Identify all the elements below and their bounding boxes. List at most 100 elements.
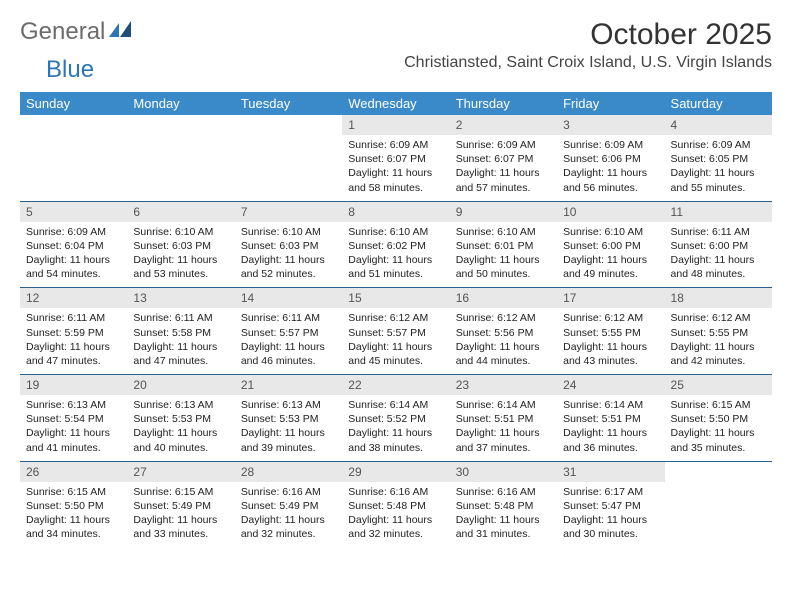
weekday-header: Wednesday: [342, 92, 449, 115]
calendar-cell: 19Sunrise: 6:13 AMSunset: 5:54 PMDayligh…: [20, 375, 127, 462]
calendar-table: Sunday Monday Tuesday Wednesday Thursday…: [20, 92, 772, 547]
sunset-text: Sunset: 6:00 PM: [563, 239, 658, 253]
daylight-text-2: and 54 minutes.: [26, 267, 121, 281]
calendar-cell: 21Sunrise: 6:13 AMSunset: 5:53 PMDayligh…: [235, 375, 342, 462]
daylight-text-2: and 39 minutes.: [241, 441, 336, 455]
calendar-cell: 23Sunrise: 6:14 AMSunset: 5:51 PMDayligh…: [450, 375, 557, 462]
day-number: 8: [342, 202, 449, 222]
calendar-cell: 18Sunrise: 6:12 AMSunset: 5:55 PMDayligh…: [665, 288, 772, 375]
day-body: Sunrise: 6:09 AMSunset: 6:07 PMDaylight:…: [450, 135, 557, 201]
sunrise-text: Sunrise: 6:14 AM: [348, 398, 443, 412]
sunrise-text: Sunrise: 6:13 AM: [241, 398, 336, 412]
sunrise-text: Sunrise: 6:13 AM: [26, 398, 121, 412]
daylight-text-2: and 47 minutes.: [133, 354, 228, 368]
day-body: Sunrise: 6:15 AMSunset: 5:50 PMDaylight:…: [665, 395, 772, 461]
daylight-text-1: Daylight: 11 hours: [456, 253, 551, 267]
sunset-text: Sunset: 5:53 PM: [133, 412, 228, 426]
day-body: Sunrise: 6:14 AMSunset: 5:51 PMDaylight:…: [557, 395, 664, 461]
day-body: Sunrise: 6:12 AMSunset: 5:56 PMDaylight:…: [450, 308, 557, 374]
day-number: 9: [450, 202, 557, 222]
calendar-cell: 1Sunrise: 6:09 AMSunset: 6:07 PMDaylight…: [342, 115, 449, 201]
day-body: Sunrise: 6:12 AMSunset: 5:55 PMDaylight:…: [665, 308, 772, 374]
weekday-header: Sunday: [20, 92, 127, 115]
daylight-text-2: and 55 minutes.: [671, 181, 766, 195]
day-body: Sunrise: 6:15 AMSunset: 5:50 PMDaylight:…: [20, 482, 127, 548]
sunset-text: Sunset: 5:56 PM: [456, 326, 551, 340]
sunrise-text: Sunrise: 6:12 AM: [348, 311, 443, 325]
calendar-cell: 29Sunrise: 6:16 AMSunset: 5:48 PMDayligh…: [342, 461, 449, 547]
day-body: [20, 135, 127, 195]
daylight-text-1: Daylight: 11 hours: [456, 340, 551, 354]
sunset-text: Sunset: 5:49 PM: [241, 499, 336, 513]
day-number: 17: [557, 288, 664, 308]
day-body: Sunrise: 6:16 AMSunset: 5:49 PMDaylight:…: [235, 482, 342, 548]
daylight-text-2: and 37 minutes.: [456, 441, 551, 455]
calendar-cell: 10Sunrise: 6:10 AMSunset: 6:00 PMDayligh…: [557, 201, 664, 288]
sunset-text: Sunset: 6:05 PM: [671, 152, 766, 166]
daylight-text-2: and 38 minutes.: [348, 441, 443, 455]
daylight-text-2: and 32 minutes.: [241, 527, 336, 541]
daylight-text-2: and 36 minutes.: [563, 441, 658, 455]
day-body: Sunrise: 6:13 AMSunset: 5:53 PMDaylight:…: [235, 395, 342, 461]
daylight-text-1: Daylight: 11 hours: [456, 513, 551, 527]
calendar-cell: 13Sunrise: 6:11 AMSunset: 5:58 PMDayligh…: [127, 288, 234, 375]
day-number: 2: [450, 115, 557, 135]
daylight-text-1: Daylight: 11 hours: [671, 253, 766, 267]
day-body: Sunrise: 6:09 AMSunset: 6:06 PMDaylight:…: [557, 135, 664, 201]
calendar-cell: 14Sunrise: 6:11 AMSunset: 5:57 PMDayligh…: [235, 288, 342, 375]
sunrise-text: Sunrise: 6:10 AM: [348, 225, 443, 239]
sunrise-text: Sunrise: 6:09 AM: [563, 138, 658, 152]
daylight-text-1: Daylight: 11 hours: [133, 340, 228, 354]
day-number: 1: [342, 115, 449, 135]
sunset-text: Sunset: 5:53 PM: [241, 412, 336, 426]
daylight-text-2: and 32 minutes.: [348, 527, 443, 541]
daylight-text-2: and 46 minutes.: [241, 354, 336, 368]
sunset-text: Sunset: 5:59 PM: [26, 326, 121, 340]
calendar-cell: 11Sunrise: 6:11 AMSunset: 6:00 PMDayligh…: [665, 201, 772, 288]
sunset-text: Sunset: 5:50 PM: [26, 499, 121, 513]
sunrise-text: Sunrise: 6:09 AM: [348, 138, 443, 152]
day-body: Sunrise: 6:10 AMSunset: 6:03 PMDaylight:…: [127, 222, 234, 288]
sunrise-text: Sunrise: 6:14 AM: [456, 398, 551, 412]
sunrise-text: Sunrise: 6:09 AM: [456, 138, 551, 152]
sunset-text: Sunset: 5:49 PM: [133, 499, 228, 513]
day-body: Sunrise: 6:11 AMSunset: 5:59 PMDaylight:…: [20, 308, 127, 374]
day-body: Sunrise: 6:13 AMSunset: 5:54 PMDaylight:…: [20, 395, 127, 461]
calendar-row: 12Sunrise: 6:11 AMSunset: 5:59 PMDayligh…: [20, 288, 772, 375]
sunrise-text: Sunrise: 6:09 AM: [671, 138, 766, 152]
day-body: Sunrise: 6:12 AMSunset: 5:55 PMDaylight:…: [557, 308, 664, 374]
calendar-cell: 27Sunrise: 6:15 AMSunset: 5:49 PMDayligh…: [127, 461, 234, 547]
day-number: 23: [450, 375, 557, 395]
calendar-cell: 22Sunrise: 6:14 AMSunset: 5:52 PMDayligh…: [342, 375, 449, 462]
sunrise-text: Sunrise: 6:10 AM: [241, 225, 336, 239]
day-body: Sunrise: 6:11 AMSunset: 5:58 PMDaylight:…: [127, 308, 234, 374]
daylight-text-1: Daylight: 11 hours: [241, 426, 336, 440]
calendar-cell: 31Sunrise: 6:17 AMSunset: 5:47 PMDayligh…: [557, 461, 664, 547]
daylight-text-1: Daylight: 11 hours: [563, 253, 658, 267]
calendar-cell: 15Sunrise: 6:12 AMSunset: 5:57 PMDayligh…: [342, 288, 449, 375]
daylight-text-1: Daylight: 11 hours: [241, 340, 336, 354]
calendar-cell: 12Sunrise: 6:11 AMSunset: 5:59 PMDayligh…: [20, 288, 127, 375]
sunrise-text: Sunrise: 6:12 AM: [671, 311, 766, 325]
day-number: 6: [127, 202, 234, 222]
logo-word-2: Blue: [46, 56, 94, 83]
calendar-cell: [665, 461, 772, 547]
daylight-text-1: Daylight: 11 hours: [133, 253, 228, 267]
weekday-header: Monday: [127, 92, 234, 115]
calendar-cell: 17Sunrise: 6:12 AMSunset: 5:55 PMDayligh…: [557, 288, 664, 375]
calendar-row: 19Sunrise: 6:13 AMSunset: 5:54 PMDayligh…: [20, 375, 772, 462]
day-body: Sunrise: 6:12 AMSunset: 5:57 PMDaylight:…: [342, 308, 449, 374]
day-number: 12: [20, 288, 127, 308]
sunset-text: Sunset: 5:57 PM: [241, 326, 336, 340]
daylight-text-1: Daylight: 11 hours: [26, 253, 121, 267]
calendar-cell: [127, 115, 234, 201]
daylight-text-1: Daylight: 11 hours: [241, 253, 336, 267]
daylight-text-1: Daylight: 11 hours: [563, 166, 658, 180]
day-body: [127, 135, 234, 195]
sunrise-text: Sunrise: 6:13 AM: [133, 398, 228, 412]
sunrise-text: Sunrise: 6:16 AM: [241, 485, 336, 499]
daylight-text-2: and 57 minutes.: [456, 181, 551, 195]
day-body: Sunrise: 6:10 AMSunset: 6:00 PMDaylight:…: [557, 222, 664, 288]
calendar-cell: 2Sunrise: 6:09 AMSunset: 6:07 PMDaylight…: [450, 115, 557, 201]
day-body: Sunrise: 6:13 AMSunset: 5:53 PMDaylight:…: [127, 395, 234, 461]
